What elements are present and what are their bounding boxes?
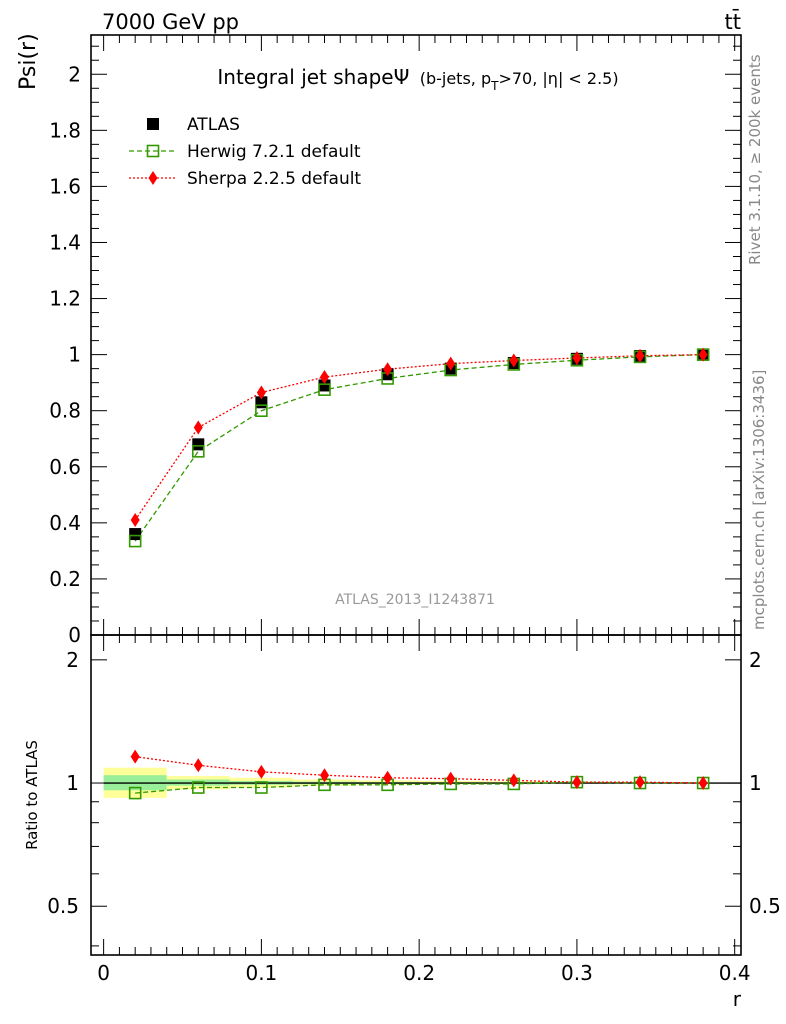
y-tick-label: 0.4 [49, 511, 81, 535]
herwig-ratio-line [135, 781, 704, 794]
x-tick-label: 0.2 [403, 961, 435, 985]
ratio-y-tick-label: 2 [66, 648, 79, 672]
main-title-text: Integral jet shapeΨ [217, 65, 409, 89]
y-tick-label: 1.8 [49, 118, 81, 142]
sherpa-ratio-line [135, 756, 704, 784]
legend-label-data: ATLAS [187, 115, 240, 135]
sherpa-ratio-point [383, 770, 393, 785]
sherpa-point [130, 513, 140, 528]
y-tick-label: 0.6 [49, 455, 81, 479]
sherpa-ratio-point [635, 775, 645, 790]
ratio-y-tick-label-right: 1 [749, 771, 762, 795]
herwig-ratio-point [255, 781, 268, 794]
process-label: tt̄ [725, 9, 741, 34]
y-tick-label: 1.2 [49, 287, 81, 311]
herwig-ratio-point [191, 781, 205, 794]
ratio-y-tick-label-right: 0.5 [749, 894, 781, 918]
sherpa-ratio-point [572, 775, 582, 790]
sherpa-point [635, 348, 645, 363]
ratio-ylabel: Ratio to ATLAS [23, 740, 41, 850]
sherpa-ratio-point [698, 776, 708, 791]
main-title-sub: (b-jets, p [420, 69, 491, 88]
herwig-point [128, 534, 142, 548]
main-title-sub-index: T [490, 79, 499, 93]
sherpa-ratio-point [446, 771, 456, 786]
ratio-plot-area: 0 0.1 0.2 0.3 0.4 0.5 0.5 1 1 2 2 [47, 634, 781, 985]
sherpa-point [698, 347, 708, 362]
sherpa-point [572, 350, 582, 365]
sherpa-point [319, 370, 329, 385]
sherpa-ratio-point [509, 773, 519, 788]
ratio-xlabel: r [733, 987, 742, 1011]
x-tick-label: 0.4 [719, 961, 751, 985]
energy-label: 7000 GeV pp [102, 10, 239, 34]
herwig-point [255, 404, 268, 418]
herwig-line [134, 353, 704, 542]
data-point [129, 528, 142, 541]
herwig-point [318, 383, 331, 396]
x-tick-label: 0.3 [561, 961, 593, 985]
main-ylabel: Psi(r) [16, 33, 41, 90]
y-tick-label: 0.8 [49, 399, 81, 423]
y-tick-label: 1 [68, 343, 81, 367]
y-tick-label: 2 [68, 62, 81, 86]
y-tick-label: 0 [68, 623, 81, 647]
sherpa-point [509, 353, 519, 368]
sherpa-point [256, 385, 266, 400]
mcplots-side-text: mcplots.cern.ch [arXiv:1306:3436] [750, 370, 768, 630]
sherpa-point [383, 362, 393, 377]
data-point [192, 438, 205, 451]
x-tick-label: 0.1 [245, 961, 277, 985]
y-tick-label: 0.2 [49, 567, 81, 591]
ratio-y-tick-label-right: 2 [749, 648, 762, 672]
ratio-frame [90, 634, 742, 956]
data-point [318, 379, 331, 392]
sherpa-ratio-point [130, 749, 140, 764]
sherpa-line [134, 353, 704, 521]
legend-marker-data [147, 118, 159, 130]
main-title: Integral jet shapeΨ (b-jets, pT>70, |η| … [217, 65, 618, 93]
herwig-point [191, 445, 205, 458]
legend-label-sherpa: Sherpa 2.2.5 default [187, 169, 361, 189]
ratio-y-tick-label: 0.5 [47, 894, 79, 918]
sherpa-point [193, 420, 203, 435]
herwig-ratio-point [128, 786, 142, 800]
legend-marker-herwig [146, 144, 160, 158]
sherpa-ratio-point [256, 764, 266, 779]
legend-marker-sherpa [148, 171, 158, 185]
x-tick-label: 0 [97, 961, 110, 985]
main-plot-area: 0 0.2 0.4 0.6 0.8 1 1.2 1.4 1.6 1.8 2 [49, 34, 742, 647]
sherpa-point [446, 356, 456, 371]
ratio-y-tick-label: 1 [66, 771, 79, 795]
y-tick-label: 1.4 [49, 230, 81, 254]
sherpa-ratio-point [319, 768, 329, 783]
sherpa-ratio-point [193, 758, 203, 773]
y-tick-label: 1.6 [49, 174, 81, 198]
legend: ATLAS Herwig 7.2.1 default Sherpa 2.2.5 de… [129, 115, 361, 189]
watermark-label: ATLAS_2013_I1243871 [335, 592, 495, 608]
legend-label-herwig: Herwig 7.2.1 default [187, 142, 361, 162]
main-title-tail: >70, |η| < 2.5) [498, 69, 618, 88]
rivet-side-text: Rivet 3.1.10, ≥ 200k events [746, 54, 764, 265]
